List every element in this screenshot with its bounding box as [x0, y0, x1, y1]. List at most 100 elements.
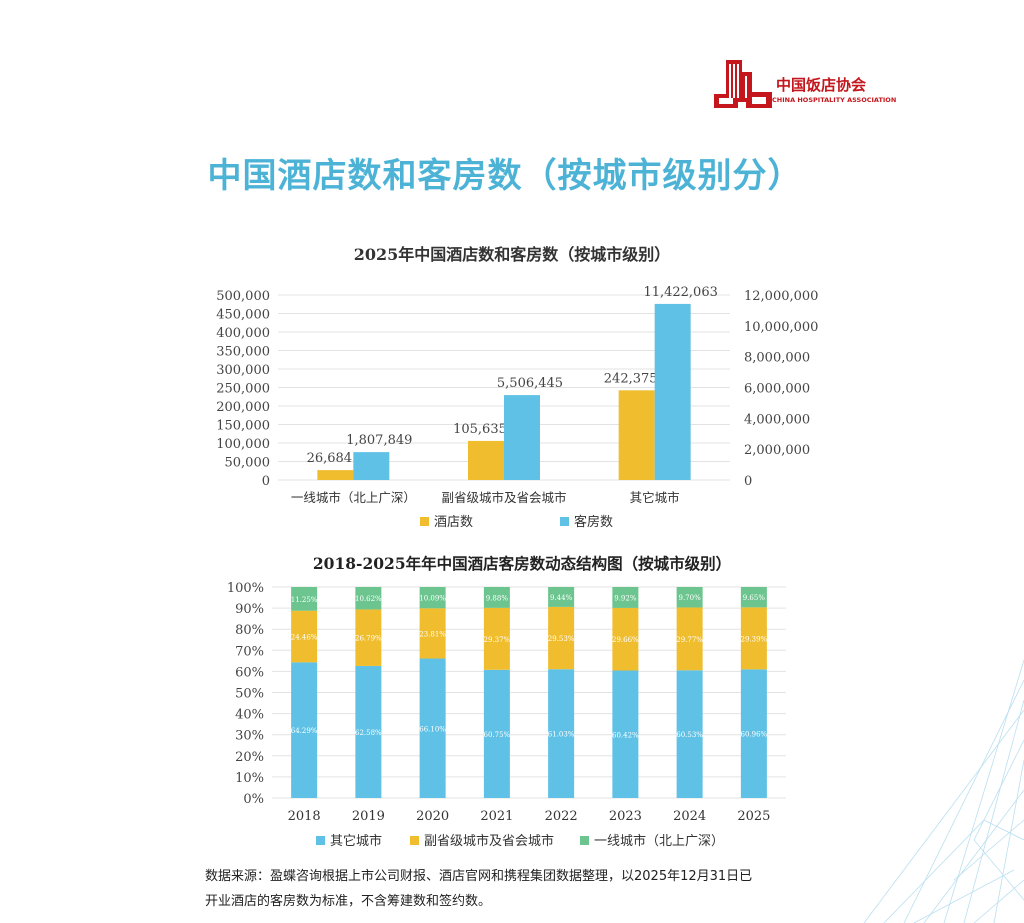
segment-other-cities [740, 669, 767, 798]
y-tick-label: 60% [235, 665, 264, 680]
segment-data-label: 29.77% [676, 636, 703, 644]
y-tick-label: 0% [243, 792, 264, 807]
segment-data-label: 60.53% [676, 731, 703, 739]
y-tick-label: 30% [235, 729, 264, 744]
segment-data-label: 60.42% [612, 731, 639, 739]
y-tick-label: 100% [227, 581, 264, 596]
x-category-label: 一线城市（北上广深） [291, 490, 416, 505]
segment-data-label: 29.37% [484, 636, 511, 644]
logo-building-icon [714, 60, 772, 108]
segment-other-cities [355, 665, 382, 798]
segment-tier1 [483, 587, 510, 608]
legend-swatch [580, 836, 589, 845]
segment-data-label: 9.88% [486, 594, 509, 602]
y-left-tick-label: 400,000 [216, 326, 270, 341]
x-year-label: 2023 [609, 809, 642, 824]
legend-label-rooms: 客房数 [574, 514, 613, 530]
source-line-2: 开业酒店的客房数为标准，不含筹建数和签约数。 [205, 894, 492, 909]
x-category-label: 其它城市 [630, 490, 680, 505]
segment-sub-provincial [612, 607, 639, 671]
segment-other-cities [419, 658, 446, 798]
y-tick-label: 40% [235, 708, 264, 723]
data-label-hotels: 26,684 [307, 451, 353, 466]
association-logo: 中国饭店协会 CHINA HOSPITALITY ASSOCIATION [712, 54, 912, 114]
bar-hotels [468, 440, 504, 480]
x-year-label: 2020 [416, 809, 449, 824]
segment-data-label: 9.44% [550, 594, 573, 602]
y-right-tick-label: 6,000,000 [744, 382, 810, 397]
y-tick-label: 90% [235, 602, 264, 617]
decorative-line-pattern [863, 659, 1024, 923]
segment-sub-provincial [291, 610, 318, 663]
segment-other-cities [676, 670, 703, 798]
legend-label-hotels: 酒店数 [434, 515, 473, 530]
segment-other-cities [483, 669, 510, 798]
y-right-tick-label: 10,000,000 [744, 320, 818, 335]
segment-data-label: 9.65% [743, 594, 766, 602]
page-title: 中国酒店数和客房数（按城市级别分） [207, 156, 803, 196]
legend-swatch-rooms [560, 517, 569, 526]
legend-label: 副省级城市及省会城市 [424, 833, 554, 849]
segment-other-cities [548, 669, 575, 798]
logo-english-name: CHINA HOSPITALITY ASSOCIATION [772, 96, 897, 104]
x-year-label: 2024 [673, 809, 706, 824]
segment-data-label: 11.25% [291, 596, 318, 604]
segment-data-label: 61.03% [548, 731, 575, 739]
segment-data-label: 62.58% [355, 729, 382, 737]
x-year-label: 2018 [288, 809, 321, 824]
data-label-rooms: 1,807,849 [346, 433, 412, 448]
y-left-tick-label: 0 [262, 474, 270, 489]
y-right-tick-label: 2,000,000 [744, 443, 810, 458]
bar-rooms [654, 303, 691, 480]
segment-data-label: 10.62% [355, 595, 382, 603]
segment-tier1 [612, 587, 639, 608]
segment-tier1 [676, 587, 703, 608]
source-line-1: 数据来源：盈蝶咨询根据上市公司财报、酒店官网和携程集团数据整理，以2025年12… [205, 869, 753, 884]
x-year-label: 2021 [480, 809, 513, 824]
segment-sub-provincial [548, 606, 575, 670]
y-tick-label: 80% [235, 623, 264, 638]
x-year-label: 2022 [545, 809, 578, 824]
y-left-tick-label: 100,000 [216, 437, 270, 452]
legend-swatch [316, 836, 325, 845]
y-right-tick-label: 4,000,000 [744, 412, 810, 427]
segment-sub-provincial [740, 607, 767, 670]
data-source-note: 数据来源：盈蝶咨询根据上市公司财报、酒店官网和携程集团数据整理，以2025年12… [205, 864, 845, 914]
segment-other-cities [612, 670, 639, 798]
segment-data-label: 23.81% [419, 630, 446, 638]
logo-chinese-name: 中国饭店协会 [776, 76, 867, 94]
segment-sub-provincial [676, 607, 703, 671]
chart-title: 2018-2025年年中国酒店客房数动态结构图（按城市级别） [313, 554, 731, 573]
x-year-label: 2019 [352, 809, 385, 824]
y-left-tick-label: 200,000 [216, 400, 270, 415]
legend-swatch [410, 836, 419, 845]
bar-rooms [504, 395, 540, 480]
bar-hotels [317, 470, 354, 480]
segment-data-label: 29.39% [741, 635, 768, 643]
segment-data-label: 10.09% [419, 595, 446, 603]
y-right-tick-label: 8,000,000 [744, 351, 810, 366]
x-year-label: 2025 [737, 809, 770, 824]
y-tick-label: 70% [235, 644, 264, 659]
data-label-hotels: 105,635 [453, 422, 507, 437]
room-structure-stacked-chart: 2018-2025年年中国酒店客房数动态结构图（按城市级别） 0% 10% 20% 30… [227, 554, 786, 849]
segment-data-label: 60.96% [741, 731, 768, 739]
bar-rooms [353, 452, 390, 480]
segment-data-label: 66.10% [419, 725, 446, 733]
segment-data-label: 26.79% [355, 635, 382, 643]
segment-sub-provincial [355, 609, 382, 666]
y-left-tick-label: 350,000 [216, 345, 270, 360]
y-tick-label: 50% [235, 687, 264, 702]
segment-other-cities [291, 662, 318, 798]
data-label-rooms: 5,506,445 [497, 376, 563, 391]
y-right-tick-label: 12,000,000 [744, 289, 818, 304]
segment-sub-provincial [483, 607, 510, 670]
y-left-tick-label: 500,000 [216, 289, 270, 304]
segment-data-label: 60.75% [484, 731, 511, 739]
data-label-rooms: 11,422,063 [643, 285, 717, 300]
segment-data-label: 29.53% [548, 635, 575, 643]
segment-tier1 [419, 587, 446, 609]
y-left-tick-label: 450,000 [216, 308, 270, 323]
bar-hotels [618, 390, 655, 480]
data-label-hotels: 242,375 [604, 371, 658, 386]
